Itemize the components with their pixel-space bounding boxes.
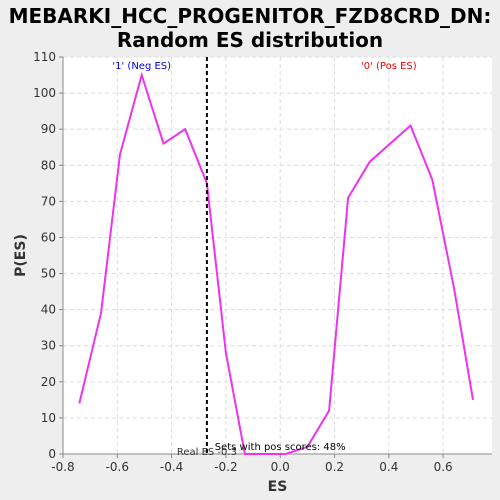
x-tick-label: 0.2 <box>325 460 344 474</box>
x-tick-label: 0.0 <box>271 460 290 474</box>
y-tick-label: 80 <box>41 158 56 172</box>
pos-es-label: '0' (Pos ES) <box>361 61 417 72</box>
x-tick-label: -0.8 <box>51 460 74 474</box>
es-distribution-line <box>78 71 474 455</box>
plot-area <box>63 57 492 454</box>
x-tick-label: 0.4 <box>379 460 398 474</box>
x-tick-label: -0.4 <box>160 460 183 474</box>
y-tick-label: 10 <box>41 411 56 425</box>
x-axis-title: ES <box>268 479 288 495</box>
y-tick-label: 60 <box>41 230 56 244</box>
neg-es-label: '1' (Neg ES) <box>112 61 171 72</box>
y-tick-label: 40 <box>41 303 56 317</box>
y-tick-label: 90 <box>41 122 56 136</box>
chart-title-line1: MEBARKI_HCC_PROGENITOR_FZD8CRD_DN: <box>8 4 492 28</box>
y-tick-label: 0 <box>48 447 56 461</box>
y-tick-label: 100 <box>33 86 56 100</box>
y-tick-label: 110 <box>33 50 56 64</box>
y-tick-label: 50 <box>41 267 56 281</box>
x-tick-label: -0.6 <box>106 460 129 474</box>
real-es-label: Real ES -0.3 <box>177 447 237 458</box>
y-tick-label: 70 <box>41 194 56 208</box>
x-tick-label: 0.6 <box>434 460 453 474</box>
chart-title-line2: Random ES distribution <box>116 28 384 52</box>
y-tick-label: 20 <box>41 375 56 389</box>
y-tick-label: 30 <box>41 339 56 353</box>
y-axis-title: P(ES) <box>13 234 29 277</box>
x-tick-label: -0.2 <box>214 460 237 474</box>
pos-scores-label: Sets with pos scores: 48% <box>215 442 346 453</box>
